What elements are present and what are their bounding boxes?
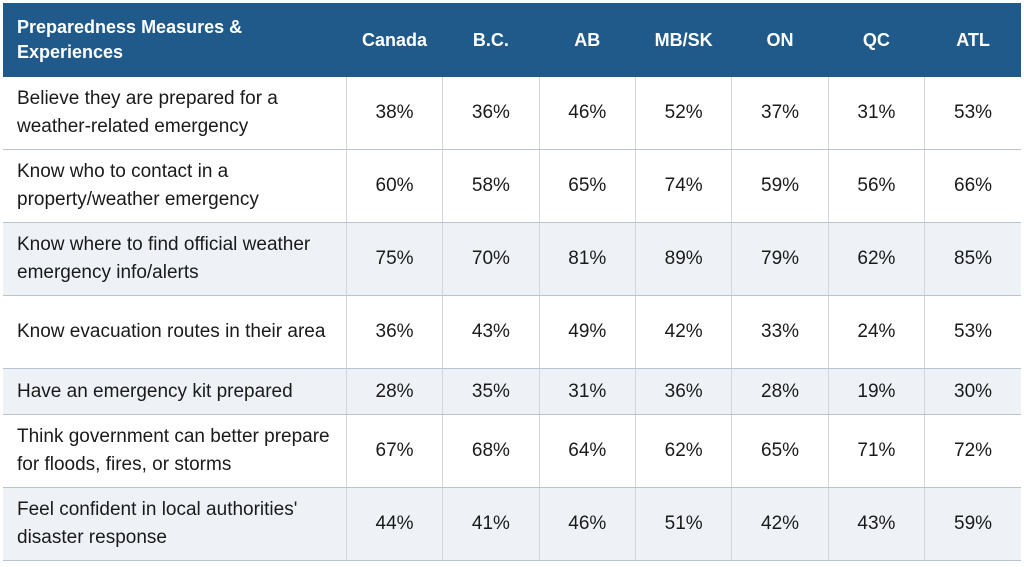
table-row: Think government can better prepare for …: [3, 414, 1021, 488]
cell-value: 65%: [731, 414, 829, 488]
cell-value: 89%: [635, 222, 733, 296]
cell-value: 42%: [731, 487, 829, 561]
header-qc: QC: [828, 3, 926, 77]
cell-value: 67%: [346, 414, 444, 488]
cell-value: 49%: [539, 295, 636, 369]
row-label: Think government can better prepare for …: [3, 414, 347, 488]
header-row: Preparedness Measures & Experiences Cana…: [3, 3, 1021, 77]
cell-value: 60%: [346, 149, 444, 223]
preparedness-table: Preparedness Measures & Experiences Cana…: [3, 3, 1021, 561]
row-label: Feel confident in local authorities' dis…: [3, 487, 347, 561]
cell-value: 37%: [731, 77, 829, 150]
cell-value: 53%: [924, 77, 1021, 150]
header-mbsk: MB/SK: [635, 3, 733, 77]
header-ab: AB: [539, 3, 636, 77]
cell-value: 66%: [924, 149, 1021, 223]
row-label: Know who to contact in a property/weathe…: [3, 149, 347, 223]
row-label: Know evacuation routes in their area: [3, 295, 347, 369]
cell-value: 19%: [828, 368, 926, 415]
cell-value: 52%: [635, 77, 733, 150]
cell-value: 85%: [924, 222, 1021, 296]
header-canada: Canada: [346, 3, 444, 77]
cell-value: 28%: [731, 368, 829, 415]
cell-value: 44%: [346, 487, 444, 561]
cell-value: 68%: [442, 414, 540, 488]
header-bc: B.C.: [442, 3, 540, 77]
cell-value: 70%: [442, 222, 540, 296]
header-on: ON: [731, 3, 829, 77]
header-measure: Preparedness Measures & Experiences: [3, 3, 347, 77]
cell-value: 42%: [635, 295, 733, 369]
row-label: Know where to find official weather emer…: [3, 222, 347, 296]
cell-value: 46%: [539, 77, 636, 150]
cell-value: 31%: [539, 368, 636, 415]
table-row: Have an emergency kit prepared 28% 35% 3…: [3, 368, 1021, 415]
cell-value: 58%: [442, 149, 540, 223]
cell-value: 51%: [635, 487, 733, 561]
cell-value: 59%: [924, 487, 1021, 561]
cell-value: 46%: [539, 487, 636, 561]
cell-value: 24%: [828, 295, 926, 369]
cell-value: 36%: [442, 77, 540, 150]
table-row: Believe they are prepared for a weather-…: [3, 77, 1021, 150]
cell-value: 72%: [924, 414, 1021, 488]
header-atl: ATL: [924, 3, 1021, 77]
cell-value: 36%: [635, 368, 733, 415]
row-label: Believe they are prepared for a weather-…: [3, 77, 347, 150]
cell-value: 28%: [346, 368, 444, 415]
cell-value: 35%: [442, 368, 540, 415]
cell-value: 75%: [346, 222, 444, 296]
cell-value: 43%: [442, 295, 540, 369]
table-row: Know where to find official weather emer…: [3, 222, 1021, 296]
cell-value: 62%: [635, 414, 733, 488]
cell-value: 81%: [539, 222, 636, 296]
cell-value: 31%: [828, 77, 926, 150]
preparedness-table-container: Preparedness Measures & Experiences Cana…: [3, 3, 1021, 561]
cell-value: 41%: [442, 487, 540, 561]
cell-value: 71%: [828, 414, 926, 488]
cell-value: 36%: [346, 295, 444, 369]
cell-value: 62%: [828, 222, 926, 296]
cell-value: 43%: [828, 487, 926, 561]
cell-value: 65%: [539, 149, 636, 223]
table-row: Know who to contact in a property/weathe…: [3, 149, 1021, 223]
cell-value: 59%: [731, 149, 829, 223]
cell-value: 33%: [731, 295, 829, 369]
table-row: Feel confident in local authorities' dis…: [3, 487, 1021, 561]
cell-value: 64%: [539, 414, 636, 488]
cell-value: 30%: [924, 368, 1021, 415]
cell-value: 79%: [731, 222, 829, 296]
row-label: Have an emergency kit prepared: [3, 368, 347, 415]
cell-value: 53%: [924, 295, 1021, 369]
cell-value: 56%: [828, 149, 926, 223]
cell-value: 38%: [346, 77, 444, 150]
cell-value: 74%: [635, 149, 733, 223]
table-row: Know evacuation routes in their area 36%…: [3, 295, 1021, 369]
